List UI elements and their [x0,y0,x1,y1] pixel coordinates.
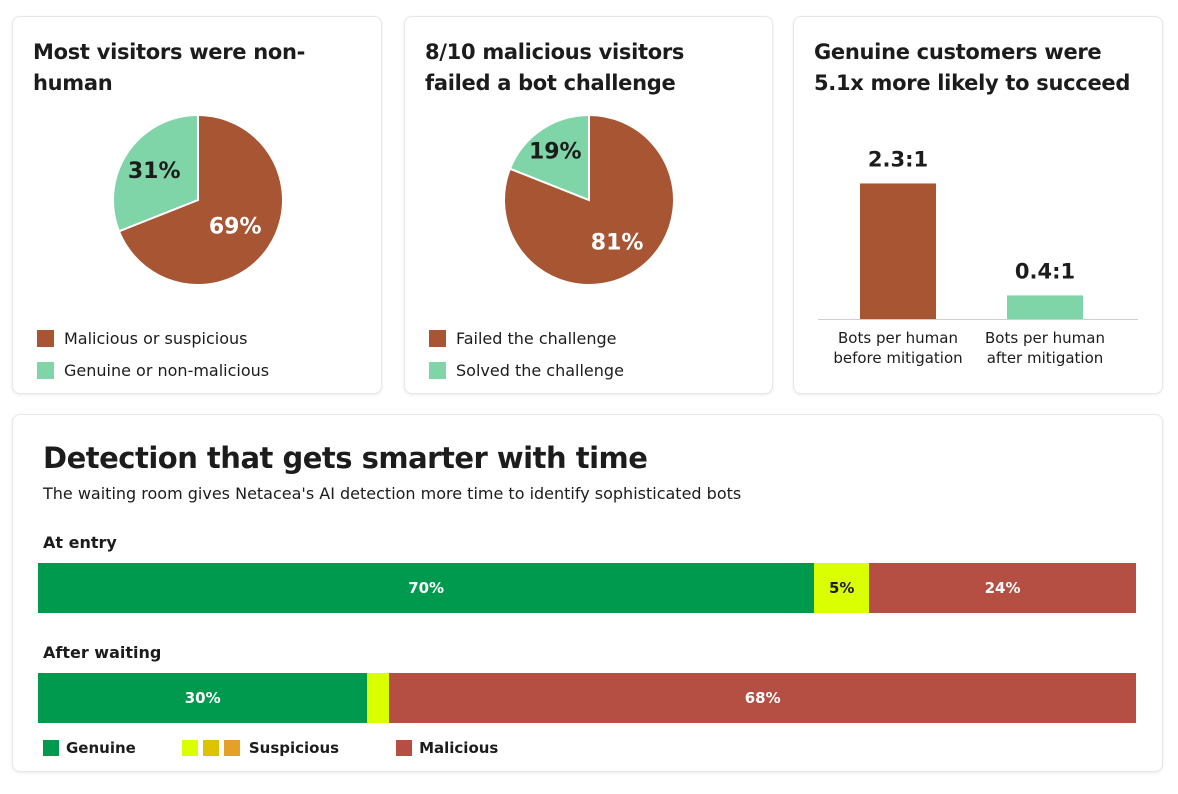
category-label: after mitigation [987,349,1104,367]
pie-slice-label: 19% [529,139,582,164]
customers-card-title: Genuine customers were 5.1x more likely … [814,40,1131,95]
legend-swatch-malicious [396,740,413,756]
detection-card: Detection that gets smarter with time Th… [12,414,1163,772]
legend-label: Malicious or suspicious [64,328,248,348]
stack-segment-malicious: 68% [389,673,1136,723]
pie-slice-label: 31% [128,159,181,184]
legend-item-suspicious: Suspicious [181,739,340,757]
legend-item-solved: Solved the challenge [429,354,624,386]
bar-value-label: 0.4:1 [1015,259,1075,283]
legend-item-failed: Failed the challenge [429,322,624,354]
legend-swatch-genuine [43,740,59,756]
legend-item-genuine-non-malicious: Genuine or non-malicious [37,354,269,386]
pie-slice-label: 81% [591,230,644,255]
legend-label-malicious: Malicious [419,739,499,757]
visitors-card-title: Most visitors were non-human [33,40,306,95]
stack-segment-suspicious [367,673,390,723]
legend-item-malicious-suspicious: Malicious or suspicious [37,322,269,354]
legend-swatch-rust [37,329,54,347]
challenge-legend: Failed the challenge Solved the challeng… [429,322,624,386]
pie-slice-1 [117,113,284,286]
after-waiting-stacked-bar: 30% 68% [38,673,1136,723]
stack-segment-malicious: 24% [869,563,1136,613]
stack-segment-genuine: 30% [38,673,368,723]
detection-legend: Genuine Suspicious Malicious [43,739,498,757]
row-label-at-entry: At entry [43,533,117,552]
category-label: before mitigation [833,349,962,367]
pie-slice-2 [508,113,590,202]
stack-segment-suspicious: 5% [814,563,870,613]
challenge-card: 8/10 malicious visitors failed a bot cha… [404,16,773,394]
challenge-card-title: 8/10 malicious visitors failed a bot cha… [425,40,685,95]
category-label: Bots per human [985,329,1105,347]
stack-segment-genuine: 70% [38,563,815,613]
challenge-pie-chart: 81% 19% [503,113,675,286]
legend-label: Failed the challenge [456,328,617,348]
legend-label-genuine: Genuine [66,739,136,757]
legend-label-suspicious: Suspicious [248,739,340,757]
bar [860,183,936,319]
row-label-after-waiting: After waiting [43,643,162,662]
legend-swatch-suspicious-dark [223,740,240,756]
category-label: Bots per human [838,329,958,347]
legend-swatch-suspicious-light [181,740,198,756]
legend-label: Solved the challenge [456,360,624,380]
visitors-card: Most visitors were non-human 69% 31% Mali… [12,16,382,394]
legend-swatch-mint [429,361,446,379]
detection-title: Detection that gets smarter with time [43,441,648,475]
legend-swatch-mint [37,361,54,379]
bar [1007,295,1083,319]
detection-subtitle: The waiting room gives Netacea's AI dete… [43,484,742,503]
at-entry-stacked-bar: 70% 5% 24% [38,563,1136,613]
bots-per-human-bar-chart: 2.3:1 Bots per human before mitigation 0.4:… [818,147,1138,367]
legend-label: Genuine or non-malicious [64,360,270,380]
legend-swatch-suspicious-mid [202,740,219,756]
visitors-legend: Malicious or suspicious Genuine or non-m… [37,322,269,386]
legend-item-malicious: Malicious [396,739,498,757]
pie-slice-2 [112,113,199,233]
pie-slice-label: 69% [209,214,262,239]
bar-value-label: 2.3:1 [868,147,928,171]
legend-item-genuine: Genuine [43,739,136,757]
customers-card: Genuine customers were 5.1x more likely … [793,16,1163,394]
legend-swatch-rust [429,329,446,347]
visitors-pie-chart: 69% 31% [112,113,284,286]
